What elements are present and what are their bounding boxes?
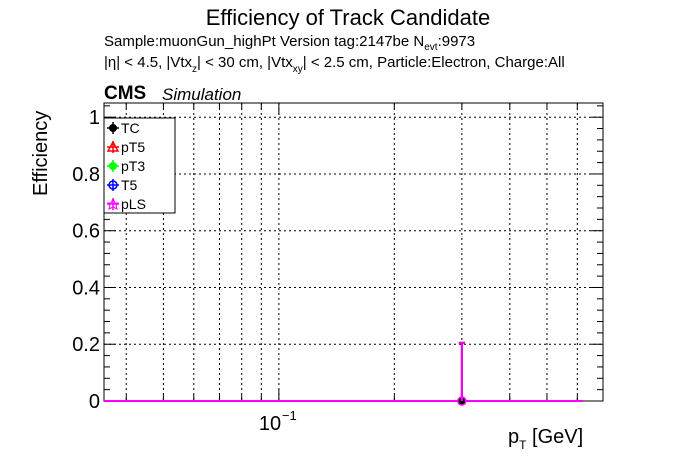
- y-tick-label: 1: [89, 107, 100, 129]
- x-axis-label-sub: T: [519, 438, 527, 452]
- sample-info-tail: :9973: [437, 33, 476, 50]
- cuts-sub: xy: [292, 64, 303, 75]
- x-axis-label-main: p: [508, 426, 520, 448]
- x-axis-label: pT [GeV]: [508, 426, 583, 452]
- selection-cuts: |η| < 4.5, |Vtxz| < 30 cm, |Vtxxy| < 2.5…: [104, 54, 565, 75]
- y-tick-label: 0.8: [72, 164, 100, 186]
- sample-info-main: Sample:muonGun_highPt Version tag:2147be…: [104, 33, 425, 50]
- data-point: [457, 396, 467, 406]
- legend-marker: [108, 180, 118, 190]
- simulation-label: Simulation: [162, 85, 242, 104]
- x-tick-label: 10: [259, 413, 281, 435]
- legend-marker: [106, 140, 120, 152]
- legend-label: pT5: [121, 139, 145, 155]
- legend-label: pT3: [121, 158, 145, 174]
- legend-label: TC: [121, 120, 140, 136]
- legend-label: pLS: [121, 196, 146, 212]
- y-tick-label: 0.2: [72, 334, 100, 356]
- sample-info-sub: evt: [424, 42, 438, 53]
- x-tick-label-exponent: −1: [282, 408, 297, 423]
- chart-title: Efficiency of Track Candidate: [205, 5, 491, 30]
- x-axis-label-unit: [GeV]: [526, 426, 584, 448]
- legend-marker: [109, 124, 117, 132]
- cuts-sub: z: [192, 64, 197, 75]
- sample-info: Sample:muonGun_highPt Version tag:2147be…: [104, 33, 475, 53]
- y-tick-label: 0.4: [72, 277, 100, 299]
- cuts-part: | < 2.5 cm, Particle:Electron, Charge:Al…: [302, 54, 565, 71]
- cuts-part: | < 30 cm, |Vtx: [197, 54, 293, 71]
- y-tick-label: 0.6: [72, 221, 100, 243]
- legend-marker: [107, 197, 119, 210]
- cuts-part: |η| < 4.5, |Vtx: [104, 54, 192, 71]
- y-tick-label: 0: [89, 391, 100, 413]
- plot-frame: [103, 102, 604, 402]
- cms-label: CMS: [104, 83, 147, 104]
- legend-marker: [109, 162, 117, 170]
- legend-label: T5: [121, 177, 138, 193]
